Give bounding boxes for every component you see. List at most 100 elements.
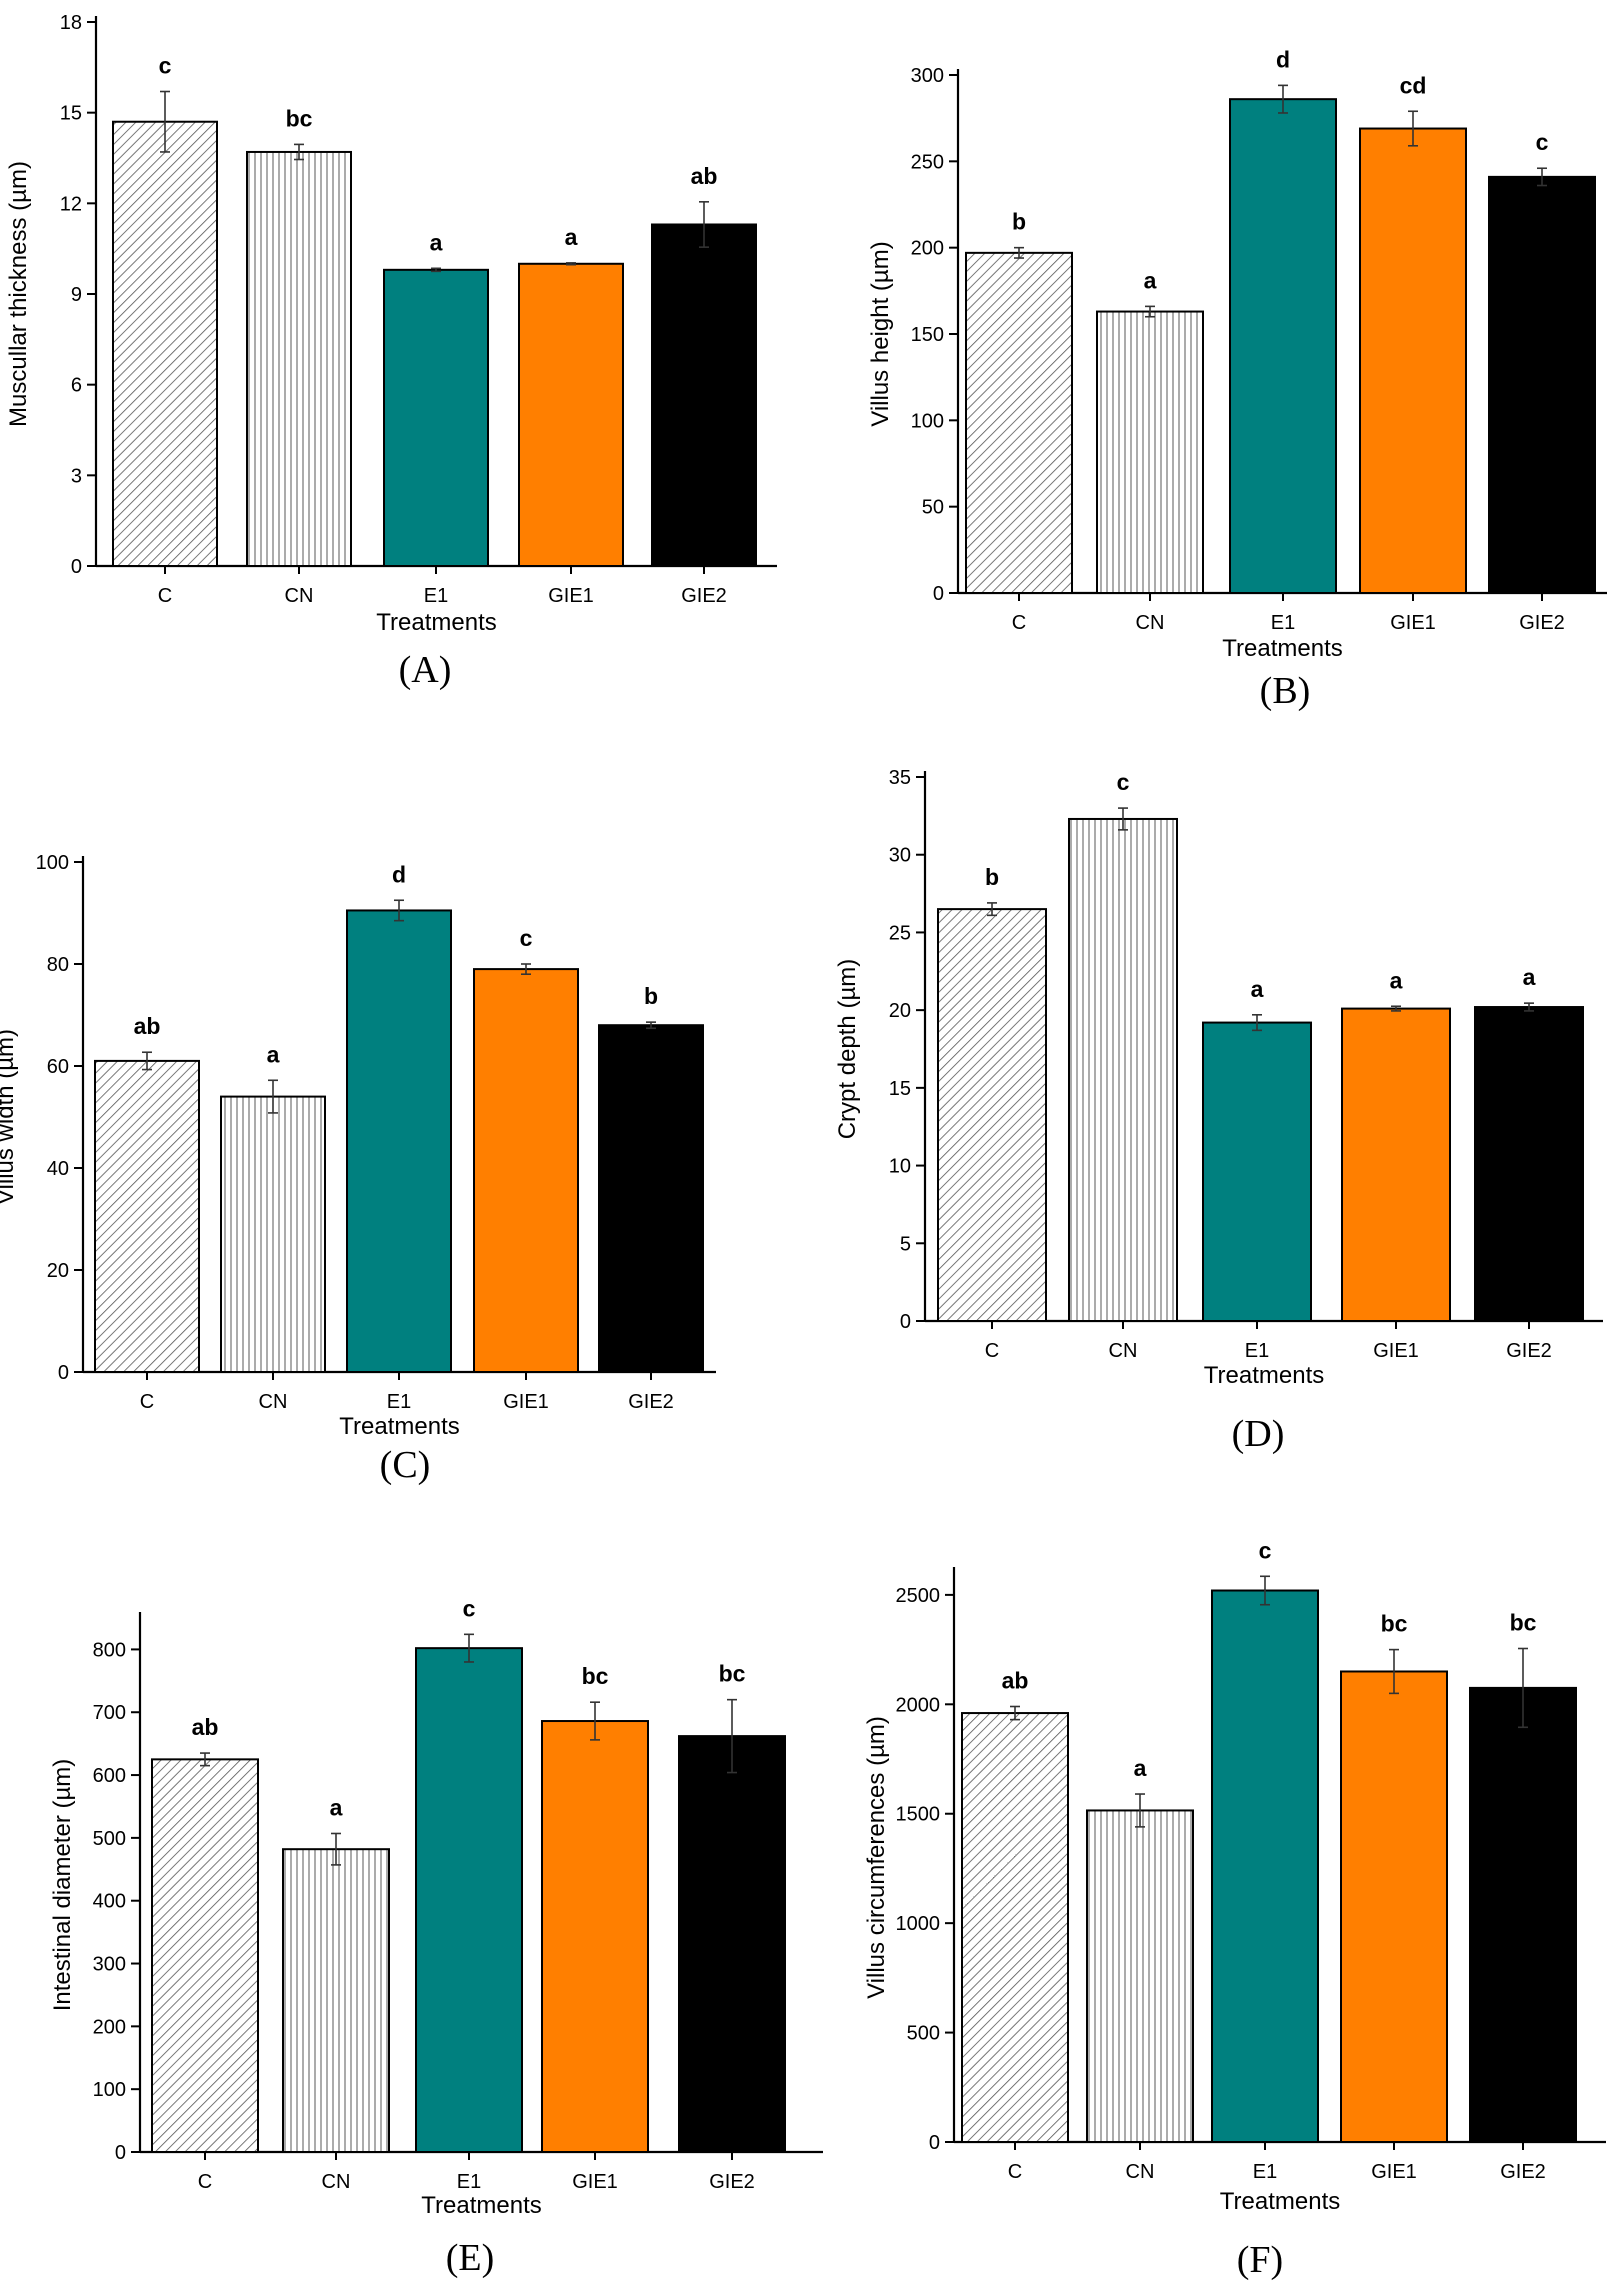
bar-gie2 — [1469, 1686, 1577, 2144]
y-tick-label: 18 — [60, 12, 82, 34]
significance-letter: a — [267, 1041, 280, 1067]
bar-gie1 — [541, 1720, 649, 2154]
panel-label: (D) — [1232, 1413, 1285, 1455]
x-tick-label: CN — [1109, 1340, 1138, 1362]
bar-c — [965, 251, 1073, 594]
significance-letter: c — [1117, 769, 1130, 795]
y-tick-label: 20 — [889, 1000, 911, 1022]
significance-letter: b — [1012, 209, 1026, 235]
significance-letter: ab — [691, 163, 718, 189]
x-tick-label: C — [198, 2171, 212, 2193]
x-tick-label: GIE1 — [1371, 2161, 1417, 2183]
bar-c — [961, 1712, 1069, 2143]
bar-cn — [246, 150, 352, 567]
bar-gie2 — [651, 223, 757, 567]
y-tick-label: 35 — [889, 767, 911, 789]
panel-b-chart: 0 50 100 150 200 250 300 b Ca CN d E1 cd GIE1 c GIE2 Tre… — [867, 46, 1607, 712]
bar-e1 — [415, 1647, 523, 2153]
x-axis-title: Treatments — [376, 609, 496, 636]
significance-letter: c — [463, 1595, 476, 1621]
significance-letter: ab — [192, 1714, 219, 1740]
x-tick-label: GIE1 — [572, 2171, 618, 2193]
x-tick-label: C — [985, 1340, 999, 1362]
bar-e1 — [1211, 1589, 1319, 2143]
x-tick-label: CN — [322, 2171, 351, 2193]
y-tick-label: 12 — [60, 193, 82, 215]
y-tick-label: 200 — [93, 2016, 126, 2038]
y-axis-title: Villus circumferences (µm) — [863, 1716, 890, 1999]
bar-cn — [1068, 817, 1178, 1322]
x-tick-label: CN — [259, 1391, 288, 1413]
x-tick-label: GIE1 — [1390, 612, 1436, 634]
y-tick-label: 10 — [889, 1156, 911, 1178]
x-tick-label: E1 — [1245, 1340, 1269, 1362]
significance-letter: a — [1251, 976, 1264, 1002]
y-axis-title: Muscullar thickness (µm) — [5, 161, 32, 427]
x-tick-label: E1 — [387, 1391, 411, 1413]
y-tick-label: 1000 — [896, 1913, 941, 1935]
significance-letter: ab — [134, 1013, 161, 1039]
panel-f-chart: 0 500 1000 1500 2000 2500 ab Ca CN c E1 bc GIE1 bc GIE… — [863, 1537, 1606, 2281]
y-tick-label: 0 — [900, 1311, 911, 1333]
y-tick-label: 150 — [911, 324, 944, 346]
y-tick-label: 40 — [47, 1158, 69, 1180]
y-axis-title: Villus height (µm) — [867, 241, 894, 426]
y-tick-label: 100 — [911, 410, 944, 432]
y-tick-label: 250 — [911, 151, 944, 173]
significance-letter: a — [1144, 267, 1157, 293]
panel-label: (F) — [1237, 2239, 1283, 2281]
x-tick-label: C — [1008, 2161, 1022, 2183]
significance-letter: d — [1276, 46, 1290, 72]
x-tick-label: E1 — [457, 2171, 481, 2193]
y-tick-label: 0 — [933, 583, 944, 605]
x-axis-title: Treatments — [421, 2192, 541, 2219]
y-tick-label: 1500 — [896, 1804, 941, 1826]
bar-c — [94, 1059, 200, 1374]
significance-letter: a — [565, 224, 578, 250]
x-tick-label: E1 — [1253, 2161, 1277, 2183]
x-axis-title: Treatments — [1220, 2188, 1340, 2215]
y-tick-label: 3 — [71, 465, 82, 487]
y-tick-label: 100 — [93, 2079, 126, 2101]
x-tick-label: GIE2 — [628, 1391, 674, 1413]
x-tick-label: GIE2 — [1506, 1340, 1552, 1362]
bar-gie2 — [678, 1735, 786, 2154]
bar-gie1 — [1341, 1007, 1451, 1322]
y-tick-label: 0 — [58, 1362, 69, 1384]
bar-gie1 — [518, 262, 624, 567]
significance-letter: a — [1390, 967, 1403, 993]
x-tick-label: CN — [285, 585, 314, 607]
significance-letter: bc — [582, 1663, 609, 1689]
y-tick-label: 700 — [93, 1702, 126, 1724]
x-tick-label: GIE2 — [1519, 612, 1565, 634]
x-tick-label: GIE2 — [709, 2171, 755, 2193]
bar-c — [937, 908, 1047, 1322]
significance-letter: d — [392, 861, 406, 887]
bar-gie2 — [1488, 175, 1596, 595]
panel-a-chart: 0 3 6 9 12 15 18 c Cbc CN a E1 a GIE1 ab GIE2 Treatments… — [5, 12, 777, 691]
y-axis-title: Villus width (µm) — [0, 1029, 19, 1205]
y-tick-label: 0 — [115, 2142, 126, 2164]
x-tick-label: CN — [1136, 612, 1165, 634]
significance-letter: c — [520, 925, 533, 951]
significance-letter: c — [1536, 129, 1549, 155]
y-tick-label: 6 — [71, 375, 82, 397]
significance-letter: b — [985, 864, 999, 890]
significance-letter: a — [330, 1794, 343, 1820]
y-tick-label: 0 — [929, 2132, 940, 2154]
panel-c-chart: 0 20 40 60 80 100 ab Ca CN d E1 c GIE1 b GIE2 Treatment… — [0, 852, 716, 1486]
significance-letter: c — [159, 53, 172, 79]
y-tick-label: 300 — [911, 65, 944, 87]
x-tick-label: E1 — [424, 585, 448, 607]
bar-cn — [1096, 310, 1204, 594]
significance-letter: bc — [1510, 1610, 1537, 1636]
x-tick-label: E1 — [1271, 612, 1295, 634]
significance-letter: a — [1523, 964, 1536, 990]
bar-cn — [1086, 1809, 1194, 2144]
y-tick-label: 15 — [60, 103, 82, 125]
x-tick-label: GIE2 — [681, 585, 727, 607]
y-tick-label: 20 — [47, 1260, 69, 1282]
y-tick-label: 100 — [36, 852, 69, 874]
y-tick-label: 500 — [93, 1828, 126, 1850]
y-tick-label: 80 — [47, 954, 69, 976]
